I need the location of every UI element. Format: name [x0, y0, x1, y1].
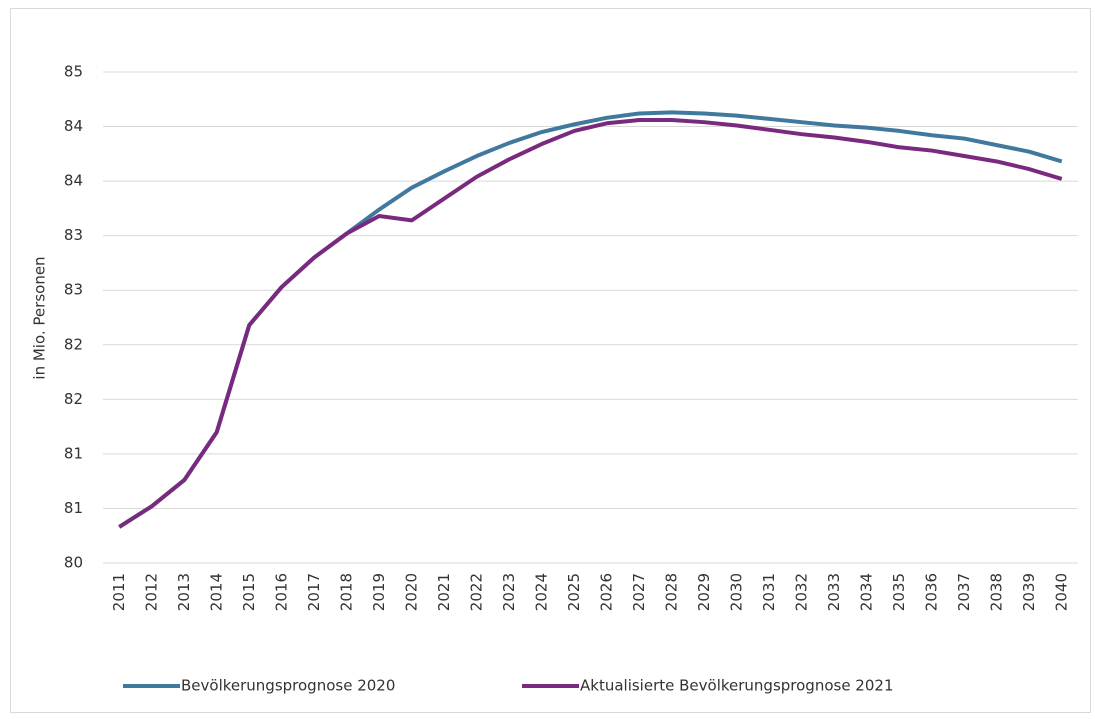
- y-tick-label: 80: [64, 554, 83, 572]
- x-tick-label: 2030: [727, 573, 745, 611]
- x-tick-label: 2024: [532, 573, 550, 611]
- x-tick-label: 2033: [825, 573, 843, 611]
- y-tick-label: 81: [64, 499, 83, 517]
- series-line: [118, 110, 1063, 529]
- x-tick-label: 2036: [922, 573, 940, 611]
- x-tick-label: 2027: [630, 573, 648, 611]
- y-tick-label: 82: [64, 335, 83, 353]
- y-tick-label: 81: [64, 444, 83, 462]
- series-line: [118, 118, 1063, 529]
- x-tick-label: 2018: [337, 573, 355, 611]
- y-tick-label: 85: [64, 63, 83, 81]
- y-tick-label: 83: [64, 226, 83, 244]
- y-tick-label: 84: [64, 172, 83, 190]
- x-tick-label: 2035: [890, 573, 908, 611]
- x-tick-label: 2011: [110, 573, 128, 611]
- x-tick-label: 2034: [857, 573, 875, 611]
- x-tick-label: 2039: [1020, 573, 1038, 611]
- x-tick-label: 2012: [142, 573, 160, 611]
- y-tick-label: 84: [64, 117, 83, 135]
- x-tick-label: 2028: [662, 573, 680, 611]
- x-tick-label: 2016: [272, 573, 290, 611]
- x-tick-label: 2038: [987, 573, 1005, 611]
- x-tick-label: 2014: [207, 573, 225, 611]
- x-tick-label: 2023: [500, 573, 518, 611]
- x-tick-label: 2025: [565, 573, 583, 611]
- x-tick-label: 2040: [1052, 573, 1070, 611]
- x-tick-label: 2021: [435, 573, 453, 611]
- legend-label: Bevölkerungsprognose 2020: [181, 677, 395, 695]
- y-tick-label: 82: [64, 390, 83, 408]
- x-tick-label: 2019: [370, 573, 388, 611]
- x-tick-label: 2031: [760, 573, 778, 611]
- x-tick-label: 2026: [597, 573, 615, 611]
- y-axis-label: in Mio. Personen: [31, 256, 49, 379]
- x-tick-label: 2013: [175, 573, 193, 611]
- chart-frame: [10, 8, 1091, 713]
- y-tick-label: 83: [64, 281, 83, 299]
- x-tick-label: 2029: [695, 573, 713, 611]
- x-tick-label: 2022: [467, 573, 485, 611]
- x-tick-label: 2017: [305, 573, 323, 611]
- x-tick-label: 2015: [240, 573, 258, 611]
- x-tick-label: 2037: [955, 573, 973, 611]
- legend-label: Aktualisierte Bevölkerungsprognose 2021: [580, 677, 893, 695]
- x-tick-label: 2032: [792, 573, 810, 611]
- x-tick-label: 2020: [402, 573, 420, 611]
